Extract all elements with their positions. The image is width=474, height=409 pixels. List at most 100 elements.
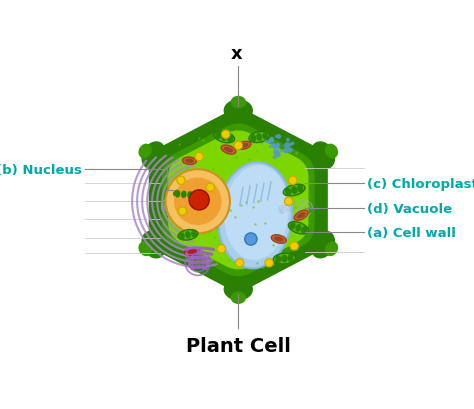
Ellipse shape [311,142,335,170]
Ellipse shape [274,237,283,242]
Ellipse shape [283,185,305,196]
Circle shape [269,137,274,142]
Ellipse shape [325,144,338,159]
Text: (d) Vacuole: (d) Vacuole [367,202,452,215]
Ellipse shape [231,292,246,304]
Circle shape [217,245,226,253]
Circle shape [276,135,281,139]
Circle shape [195,153,203,162]
Polygon shape [168,131,309,270]
Ellipse shape [178,230,198,240]
Ellipse shape [288,222,309,234]
Circle shape [290,242,298,251]
Ellipse shape [224,279,253,301]
Circle shape [234,142,243,150]
Ellipse shape [185,159,194,164]
Ellipse shape [138,242,152,256]
Ellipse shape [141,231,166,259]
Ellipse shape [224,166,289,260]
Circle shape [275,135,278,138]
Circle shape [283,149,288,154]
Ellipse shape [221,134,228,142]
Ellipse shape [295,225,301,232]
Text: (a) Cell wall: (a) Cell wall [367,226,456,239]
Ellipse shape [297,213,306,219]
Ellipse shape [291,187,297,195]
Circle shape [178,207,187,216]
Polygon shape [162,124,315,276]
Circle shape [273,149,280,156]
Circle shape [268,139,273,144]
Ellipse shape [249,132,270,143]
Circle shape [273,157,276,160]
Ellipse shape [281,255,288,263]
Ellipse shape [182,158,196,165]
Ellipse shape [256,134,262,142]
Ellipse shape [273,254,296,264]
Ellipse shape [262,133,268,141]
Circle shape [245,233,257,245]
Circle shape [275,154,277,157]
Ellipse shape [311,231,335,259]
Ellipse shape [224,100,253,122]
Ellipse shape [181,191,187,199]
Circle shape [174,178,221,225]
Ellipse shape [239,144,248,148]
Circle shape [236,259,244,267]
Ellipse shape [214,132,235,144]
Ellipse shape [275,256,282,263]
Ellipse shape [138,144,152,159]
Ellipse shape [224,147,233,153]
Circle shape [280,150,283,153]
Ellipse shape [301,227,307,234]
Circle shape [274,152,281,158]
Circle shape [206,184,215,192]
Text: x: x [231,45,243,63]
Circle shape [291,142,294,146]
Circle shape [177,177,185,185]
Circle shape [272,144,276,148]
Circle shape [289,143,292,147]
Ellipse shape [237,142,251,150]
Circle shape [267,141,271,144]
Ellipse shape [141,142,166,170]
Ellipse shape [227,135,233,143]
Circle shape [277,146,280,149]
Circle shape [165,170,230,234]
Circle shape [221,131,230,139]
Circle shape [269,146,272,149]
Text: Plant Cell: Plant Cell [186,336,291,355]
Circle shape [276,146,279,149]
Ellipse shape [218,163,292,269]
Ellipse shape [174,190,194,200]
Circle shape [284,198,293,206]
Circle shape [274,152,278,155]
Circle shape [284,143,290,149]
Circle shape [287,148,293,153]
Circle shape [264,140,268,144]
Ellipse shape [187,249,197,254]
Circle shape [265,259,273,267]
Circle shape [275,143,280,148]
Ellipse shape [191,230,197,238]
Ellipse shape [185,231,191,239]
Polygon shape [149,110,328,290]
Text: (c) Chloroplast: (c) Chloroplast [367,177,474,190]
Ellipse shape [231,97,246,109]
Ellipse shape [187,191,193,199]
Ellipse shape [325,242,338,256]
Ellipse shape [271,235,286,244]
Ellipse shape [290,222,296,230]
Circle shape [289,177,297,185]
Ellipse shape [287,254,294,263]
Ellipse shape [285,188,292,196]
Ellipse shape [175,191,181,198]
Ellipse shape [221,146,236,155]
Text: (b) Nucleus: (b) Nucleus [0,163,82,176]
Ellipse shape [215,132,221,140]
Circle shape [189,190,209,211]
Circle shape [275,144,279,148]
Ellipse shape [184,248,200,256]
Ellipse shape [297,185,303,193]
Circle shape [272,145,277,150]
